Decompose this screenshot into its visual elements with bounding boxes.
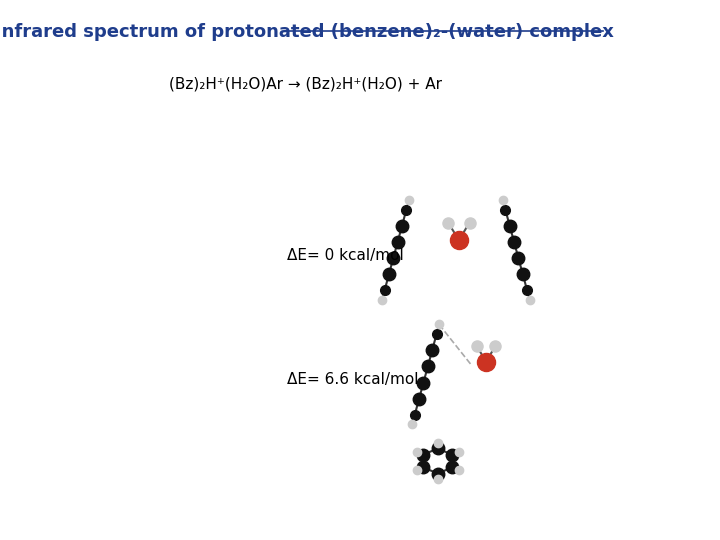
Text: ΔE= 0 kcal/mol: ΔE= 0 kcal/mol (287, 247, 403, 262)
Text: (Bz)₂H⁺(H₂O)Ar → (Bz)₂H⁺(H₂O) + Ar: (Bz)₂H⁺(H₂O)Ar → (Bz)₂H⁺(H₂O) + Ar (169, 76, 442, 91)
Text: ΔE= 6.6 kcal/mol: ΔE= 6.6 kcal/mol (287, 372, 418, 387)
Text: Infrared spectrum of protonated (benzene)₂-(water) complex: Infrared spectrum of protonated (benzene… (0, 23, 614, 41)
